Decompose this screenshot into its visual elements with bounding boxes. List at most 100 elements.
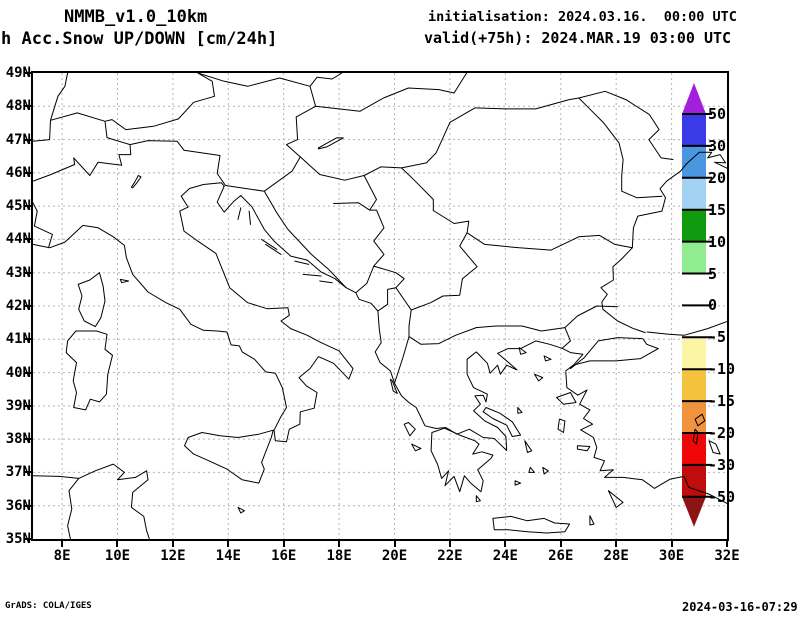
country-border bbox=[33, 112, 131, 146]
x-axis-tick bbox=[670, 541, 673, 547]
x-axis-tick bbox=[559, 541, 562, 547]
country-border bbox=[578, 97, 663, 199]
country-border bbox=[355, 265, 375, 294]
x-axis-tick bbox=[61, 541, 64, 547]
y-axis-tick bbox=[24, 504, 31, 507]
x-axis-label: 14E bbox=[215, 548, 241, 564]
colorbar-segment bbox=[682, 177, 706, 210]
product-title: h Acc.Snow UP/DOWN [cm/24h] bbox=[1, 29, 278, 49]
model-title: NMMB_v1.0_10km bbox=[64, 7, 208, 27]
map-frame bbox=[31, 71, 729, 541]
x-axis-tick bbox=[393, 541, 396, 547]
country-border bbox=[67, 477, 80, 539]
y-axis-tick bbox=[24, 404, 31, 407]
colorbar-tick-label: -30 bbox=[708, 455, 736, 474]
colorbar-tick-label: -15 bbox=[708, 392, 736, 411]
y-axis-label: 44N bbox=[5, 231, 31, 248]
coastline bbox=[600, 151, 727, 334]
coastline bbox=[317, 137, 344, 150]
coastline bbox=[518, 347, 527, 355]
x-axis-label: 16E bbox=[271, 548, 297, 564]
country-border bbox=[564, 305, 619, 329]
coastline bbox=[237, 207, 242, 220]
x-axis-label: 22E bbox=[437, 548, 463, 564]
colorbar-tick-label: -10 bbox=[708, 360, 736, 379]
colorbar-segment bbox=[682, 337, 706, 370]
x-axis-tick bbox=[171, 541, 174, 547]
y-axis-label: 37N bbox=[5, 464, 31, 481]
coastline bbox=[556, 392, 577, 405]
coastline bbox=[646, 320, 727, 336]
grads-credit: GrADS: COLA/IGES bbox=[5, 601, 92, 611]
valid-time: valid(+75h): 2024.MAR.19 03:00 UTC bbox=[424, 29, 732, 47]
x-axis-label: 8E bbox=[53, 548, 71, 564]
coastline bbox=[130, 175, 142, 189]
coastline bbox=[694, 413, 706, 427]
country-border bbox=[410, 278, 463, 311]
country-border bbox=[315, 73, 468, 112]
x-axis-tick bbox=[448, 541, 451, 547]
country-border bbox=[474, 90, 674, 160]
y-axis-tick bbox=[24, 205, 31, 208]
y-axis-label: 42N bbox=[5, 298, 31, 314]
colorbar-segment bbox=[682, 241, 706, 274]
y-axis-tick bbox=[24, 538, 31, 540]
colorbar-tick-label: -20 bbox=[708, 424, 736, 442]
x-axis-label: 28E bbox=[603, 548, 629, 564]
colorbar-tick-label: 20 bbox=[708, 168, 727, 187]
colorbar-tick-label: 0 bbox=[708, 296, 718, 315]
colorbar-segment bbox=[682, 114, 706, 146]
coastline bbox=[248, 210, 251, 225]
creation-timestamp: 2024-03-16-07:29 bbox=[682, 600, 798, 614]
colorbar-tick-label: -50 bbox=[708, 487, 736, 506]
x-axis-tick bbox=[116, 541, 119, 547]
coastline bbox=[565, 371, 727, 504]
colorbar-segment bbox=[682, 145, 706, 178]
coastline bbox=[492, 515, 571, 534]
coastline bbox=[319, 280, 333, 284]
coastline bbox=[542, 466, 549, 475]
colorbar-tick-label: 15 bbox=[708, 200, 727, 219]
coastline bbox=[557, 418, 566, 433]
country-border bbox=[432, 210, 633, 251]
coastline bbox=[543, 355, 552, 362]
colorbar-segment bbox=[682, 401, 706, 433]
map-canvas bbox=[33, 73, 727, 539]
y-axis-tick bbox=[24, 171, 31, 174]
country-border bbox=[561, 327, 571, 349]
country-border bbox=[408, 327, 477, 345]
x-axis-label: 30E bbox=[658, 548, 685, 564]
coastline bbox=[389, 378, 398, 394]
y-axis-tick bbox=[24, 138, 31, 141]
y-axis-tick bbox=[24, 438, 31, 441]
x-axis-label: 10E bbox=[104, 548, 131, 564]
country-border bbox=[408, 309, 412, 338]
coastline bbox=[708, 440, 721, 455]
coastline bbox=[589, 515, 595, 526]
x-axis-label: 18E bbox=[326, 548, 352, 564]
coastline bbox=[216, 185, 643, 451]
country-border bbox=[286, 85, 317, 158]
x-axis-tick bbox=[504, 541, 507, 547]
y-axis-label: 48N bbox=[5, 98, 31, 115]
y-axis-label: 41N bbox=[5, 331, 31, 348]
x-axis-label: 26E bbox=[548, 548, 574, 564]
y-axis-label: 40N bbox=[5, 364, 31, 381]
colorbar-arrow-down bbox=[682, 496, 706, 527]
x-axis-tick bbox=[615, 541, 618, 547]
coastline bbox=[524, 440, 533, 453]
y-axis-label: 49N bbox=[5, 65, 31, 81]
country-border bbox=[333, 202, 371, 211]
coastline bbox=[514, 480, 522, 486]
y-axis-label: 35N bbox=[5, 531, 31, 547]
coastline bbox=[302, 273, 322, 277]
country-border bbox=[104, 73, 215, 131]
colorbar-tick-label: 30 bbox=[708, 136, 727, 155]
x-axis-label: 12E bbox=[160, 548, 186, 564]
y-axis-tick bbox=[24, 471, 31, 474]
y-axis-tick bbox=[24, 305, 31, 307]
y-axis-tick bbox=[24, 238, 31, 241]
country-border bbox=[197, 73, 343, 87]
country-border bbox=[33, 140, 226, 186]
